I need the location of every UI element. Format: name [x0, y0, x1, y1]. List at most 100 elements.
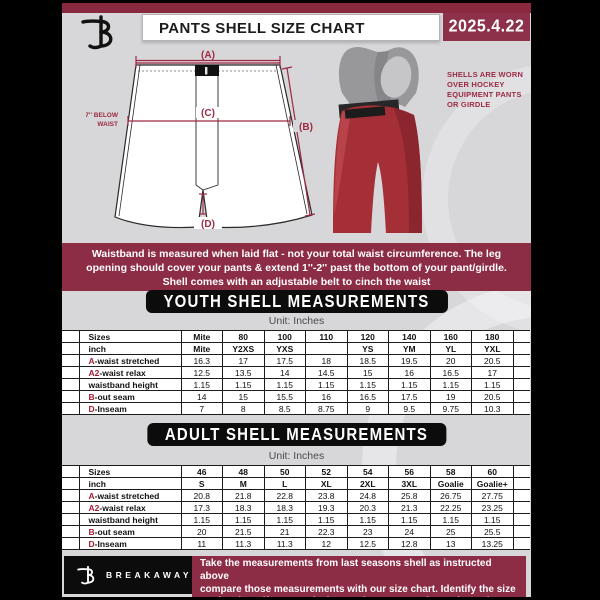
breakaway-b-logo-icon [77, 565, 95, 585]
table-row: waistband height 1.15 1.15 1.15 1.15 1.15 1.15… [62, 513, 530, 526]
youth-unit-label: Unit: Inches [268, 315, 325, 327]
table-cell [62, 330, 79, 343]
table-cell: 9.75 [429, 402, 472, 415]
table-cell: 24 [388, 525, 431, 538]
table-cell: 17.5 [263, 354, 306, 367]
table-cell: 9.5 [388, 402, 431, 415]
youth-banner-text: YOUTH SHELL MEASUREMENTS [163, 291, 430, 312]
table-cell: inch [78, 477, 182, 490]
table-cell: 1.15 [471, 378, 514, 391]
table-cell: 17.5 [388, 390, 431, 403]
table-cell: 1.15 [305, 513, 348, 526]
table-cell: 20.5 [471, 390, 514, 403]
top-accent-bar [62, 3, 531, 13]
table-cell [62, 402, 79, 415]
table-cell: waistband height [78, 378, 182, 391]
adult-banner-text: ADULT SHELL MEASUREMENTS [164, 424, 429, 445]
table-cell: 1.15 [222, 378, 265, 391]
table-cell: 16.5 [429, 366, 472, 379]
table-cell: 20 [429, 354, 472, 367]
youth-measurements-table: Sizes Mite 80 100 110 120 140 160 180 inch Mite Y2X… [62, 330, 530, 415]
shorts-outline [114, 64, 313, 229]
table-cell [513, 354, 530, 367]
table-cell [62, 378, 79, 391]
table-cell: 17 [222, 354, 265, 367]
table-cell: 16.3 [180, 354, 223, 367]
table-cell: 1.15 [388, 513, 431, 526]
table-cell: A2-waist relax [78, 366, 182, 379]
table-row: A-waist stretched 20.8 21.8 22.8 23.8 24.8 25.… [62, 489, 530, 502]
table-cell: 21 [263, 525, 306, 538]
table-cell: 54 [346, 465, 389, 478]
table-cell: 140 [388, 330, 431, 343]
label-A: (A) [201, 50, 215, 61]
table-row: A2-waist relax 17.3 18.3 18.3 19.3 20.3 21.3 22… [62, 501, 530, 514]
table-cell: 20.8 [180, 489, 223, 502]
table-cell [513, 402, 530, 415]
table-cell: 23 [346, 525, 389, 538]
table-cell: 60 [471, 465, 514, 478]
measure-letter: D [88, 403, 95, 414]
table-cell: inch [78, 342, 182, 355]
table-cell: 12.5 [346, 537, 389, 550]
table-cell: 58 [429, 465, 472, 478]
table-cell: Sizes [78, 330, 182, 343]
table-row: D-Inseam 7 8 8.5 8.75 9 9.5 9.75 10.3 [62, 402, 530, 415]
table-cell: 80 [222, 330, 265, 343]
table-cell: XL [305, 477, 348, 490]
red-shell [333, 105, 422, 233]
table-cell: 15 [222, 390, 265, 403]
instructions-note: Take the measurements from last seasons … [192, 556, 526, 597]
table-cell: 17 [471, 366, 514, 379]
table-cell: 27.75 [471, 489, 514, 502]
breakaway-b-logo-icon [81, 15, 113, 50]
youth-section-banner: YOUTH SHELL MEASUREMENTS [145, 290, 448, 313]
table-cell: 100 [263, 330, 306, 343]
table-cell: 21.8 [222, 489, 265, 502]
table-cell [513, 525, 530, 538]
adult-unit-label: Unit: Inches [268, 450, 325, 462]
measure-letter: D [88, 538, 95, 549]
table-cell: A-waist stretched [78, 489, 182, 502]
table-cell: 15 [346, 366, 389, 379]
table-cell: 23.8 [305, 489, 348, 502]
date-badge: 2025.4.22 [443, 13, 530, 41]
table-cell: 50 [263, 465, 306, 478]
table-cell: 180 [471, 330, 514, 343]
table-cell: 56 [388, 465, 431, 478]
table-cell [62, 489, 79, 502]
table-cell: 1.15 [429, 513, 472, 526]
table-cell [513, 366, 530, 379]
table-cell: 18.3 [263, 501, 306, 514]
table-cell: 14 [180, 390, 223, 403]
table-cell [513, 489, 530, 502]
shell-photo [333, 47, 422, 233]
table-cell: 11.3 [222, 537, 265, 550]
table-cell [513, 378, 530, 391]
table-cell: waistband height [78, 513, 182, 526]
table-cell [305, 342, 348, 355]
table-cell: 14.5 [305, 366, 348, 379]
table-cell: 16.5 [346, 390, 389, 403]
table-cell: 14 [263, 366, 306, 379]
table-cell: 11.3 [263, 537, 306, 550]
measure-letter: A2 [88, 367, 100, 378]
table-cell: 20.5 [471, 354, 514, 367]
table-cell [513, 390, 530, 403]
table-cell [62, 342, 79, 355]
table-cell: Sizes [78, 465, 182, 478]
table-cell: 20 [180, 525, 223, 538]
table-cell: 48 [222, 465, 265, 478]
table-cell [62, 525, 79, 538]
table-cell: S [180, 477, 223, 490]
table-cell: 18.3 [222, 501, 265, 514]
table-cell: YXS [263, 342, 306, 355]
table-cell: 1.15 [305, 378, 348, 391]
table-cell: 22.3 [305, 525, 348, 538]
table-cell: 3XL [388, 477, 431, 490]
table-cell: 21.5 [222, 525, 265, 538]
table-row: D-Inseam 11 11.3 11.3 12 12.5 12.8 13 13.25 [62, 537, 530, 550]
measure-letter: B [88, 526, 95, 537]
size-chart-flyer: PANTS SHELL SIZE CHART 2025.4.22 (A) [62, 3, 531, 597]
table-cell: 20.3 [346, 501, 389, 514]
